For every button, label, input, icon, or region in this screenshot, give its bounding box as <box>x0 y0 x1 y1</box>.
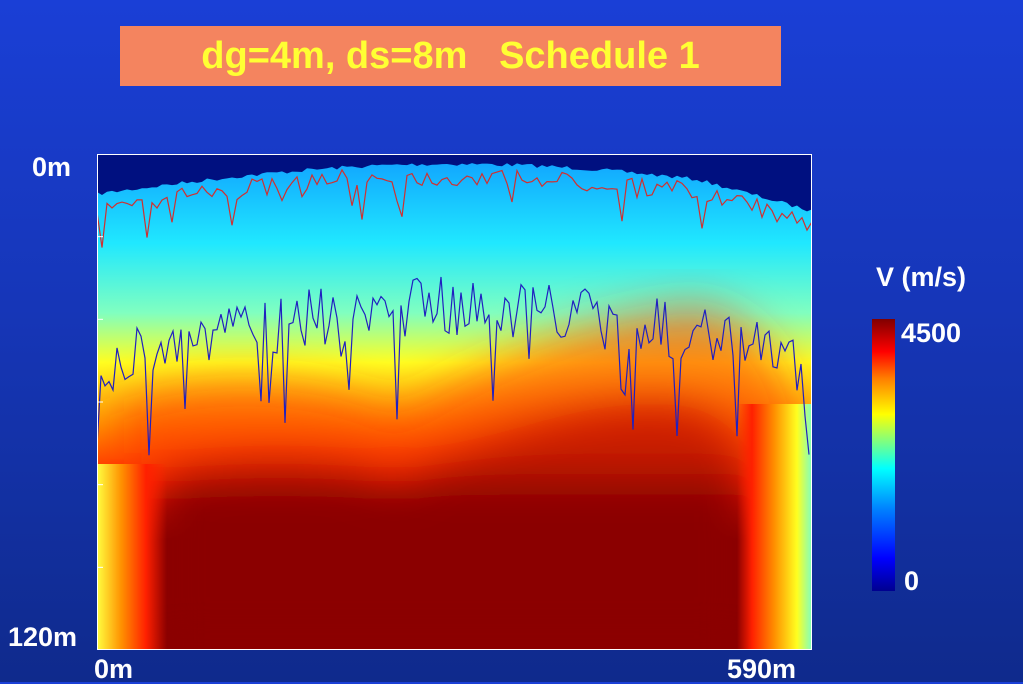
velocity-heatmap <box>97 154 812 650</box>
deep-interface-line <box>97 276 810 456</box>
title-box: dg=4m, ds=8m Schedule 1 <box>120 26 781 86</box>
colorbar-max-label: 4500 <box>901 318 962 348</box>
surface-topography <box>97 154 812 212</box>
shallow-interface-line <box>97 168 812 248</box>
colorbar-label: V (m/s) <box>876 262 967 292</box>
right-edge-gradient <box>737 404 812 650</box>
y-axis-top-label: 0m <box>32 152 72 182</box>
chart-title: dg=4m, ds=8m Schedule 1 <box>201 34 700 77</box>
left-edge-gradient <box>97 464 167 650</box>
y-axis-bottom-label: 120m <box>8 622 78 652</box>
plot-frame <box>97 154 812 650</box>
colorbar-min-label: 0 <box>904 566 920 596</box>
colorbar <box>872 319 895 591</box>
deep-high-velocity <box>117 304 797 650</box>
x-axis-right-label: 590m <box>727 654 797 684</box>
x-axis-left-label: 0m <box>94 654 134 684</box>
